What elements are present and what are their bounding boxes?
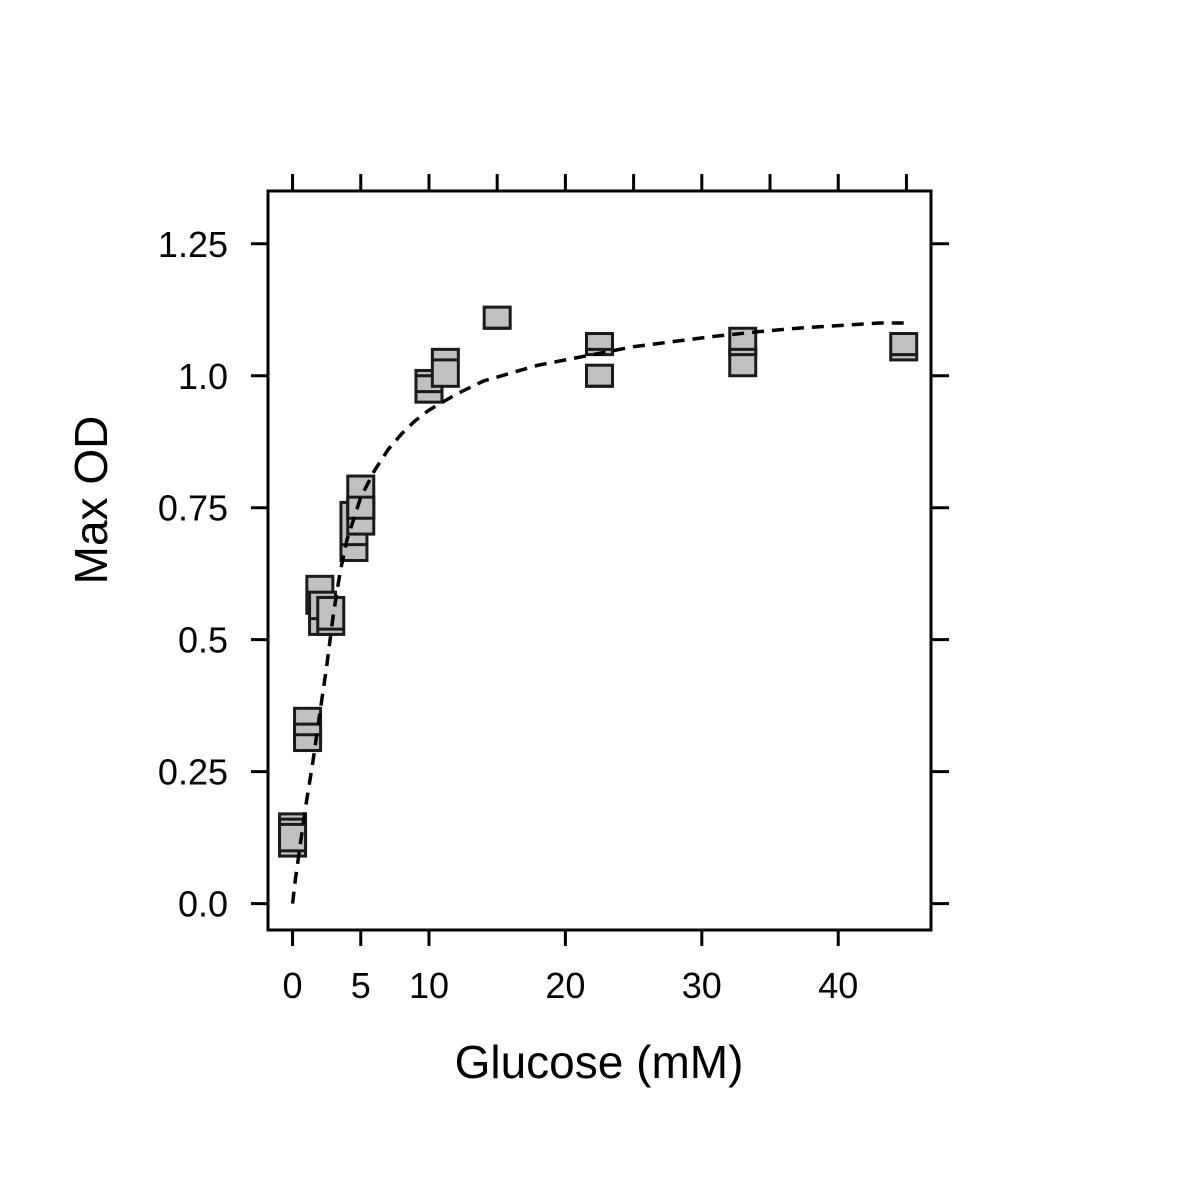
box-body: [482, 305, 512, 330]
x-tick-label: 5: [351, 965, 371, 1006]
data-box: [889, 332, 919, 362]
plot-frame: [266, 189, 933, 932]
y-tick-label: 1.0: [178, 356, 228, 397]
data-box: [430, 347, 460, 388]
box-body: [293, 722, 323, 753]
x-axis-title: Glucose (mM): [455, 1036, 744, 1088]
y-tick-label: 0.5: [178, 620, 228, 661]
data-box: [482, 305, 512, 330]
data-box: [414, 374, 444, 404]
box-body: [430, 347, 460, 388]
data-box: [346, 495, 376, 536]
y-tick-label: 0.0: [178, 884, 228, 925]
x-tick-label: 0: [283, 965, 303, 1006]
y-tick-label: 0.25: [158, 752, 228, 793]
x-tick-label: 30: [682, 965, 722, 1006]
x-tick-label: 40: [818, 965, 858, 1006]
data-box: [728, 347, 758, 378]
fit-curve: [290, 321, 904, 904]
plot-marks: [278, 305, 919, 904]
axes: 0 5 10 20 30 40 0.0 0.25 0.5 0.75 1.0 1.25: [158, 174, 949, 1006]
data-box: [585, 363, 614, 388]
data-box: [585, 332, 614, 357]
x-tick-label: 10: [409, 965, 449, 1006]
box-body: [585, 363, 614, 388]
data-box: [316, 595, 346, 636]
box-body: [585, 332, 614, 357]
y-tick-label: 0.75: [158, 488, 228, 529]
y-axis-title: Max OD: [65, 416, 117, 585]
box-body: [346, 495, 376, 536]
y-tick-label: 1.25: [158, 224, 228, 265]
x-tick-label: 20: [545, 965, 585, 1006]
